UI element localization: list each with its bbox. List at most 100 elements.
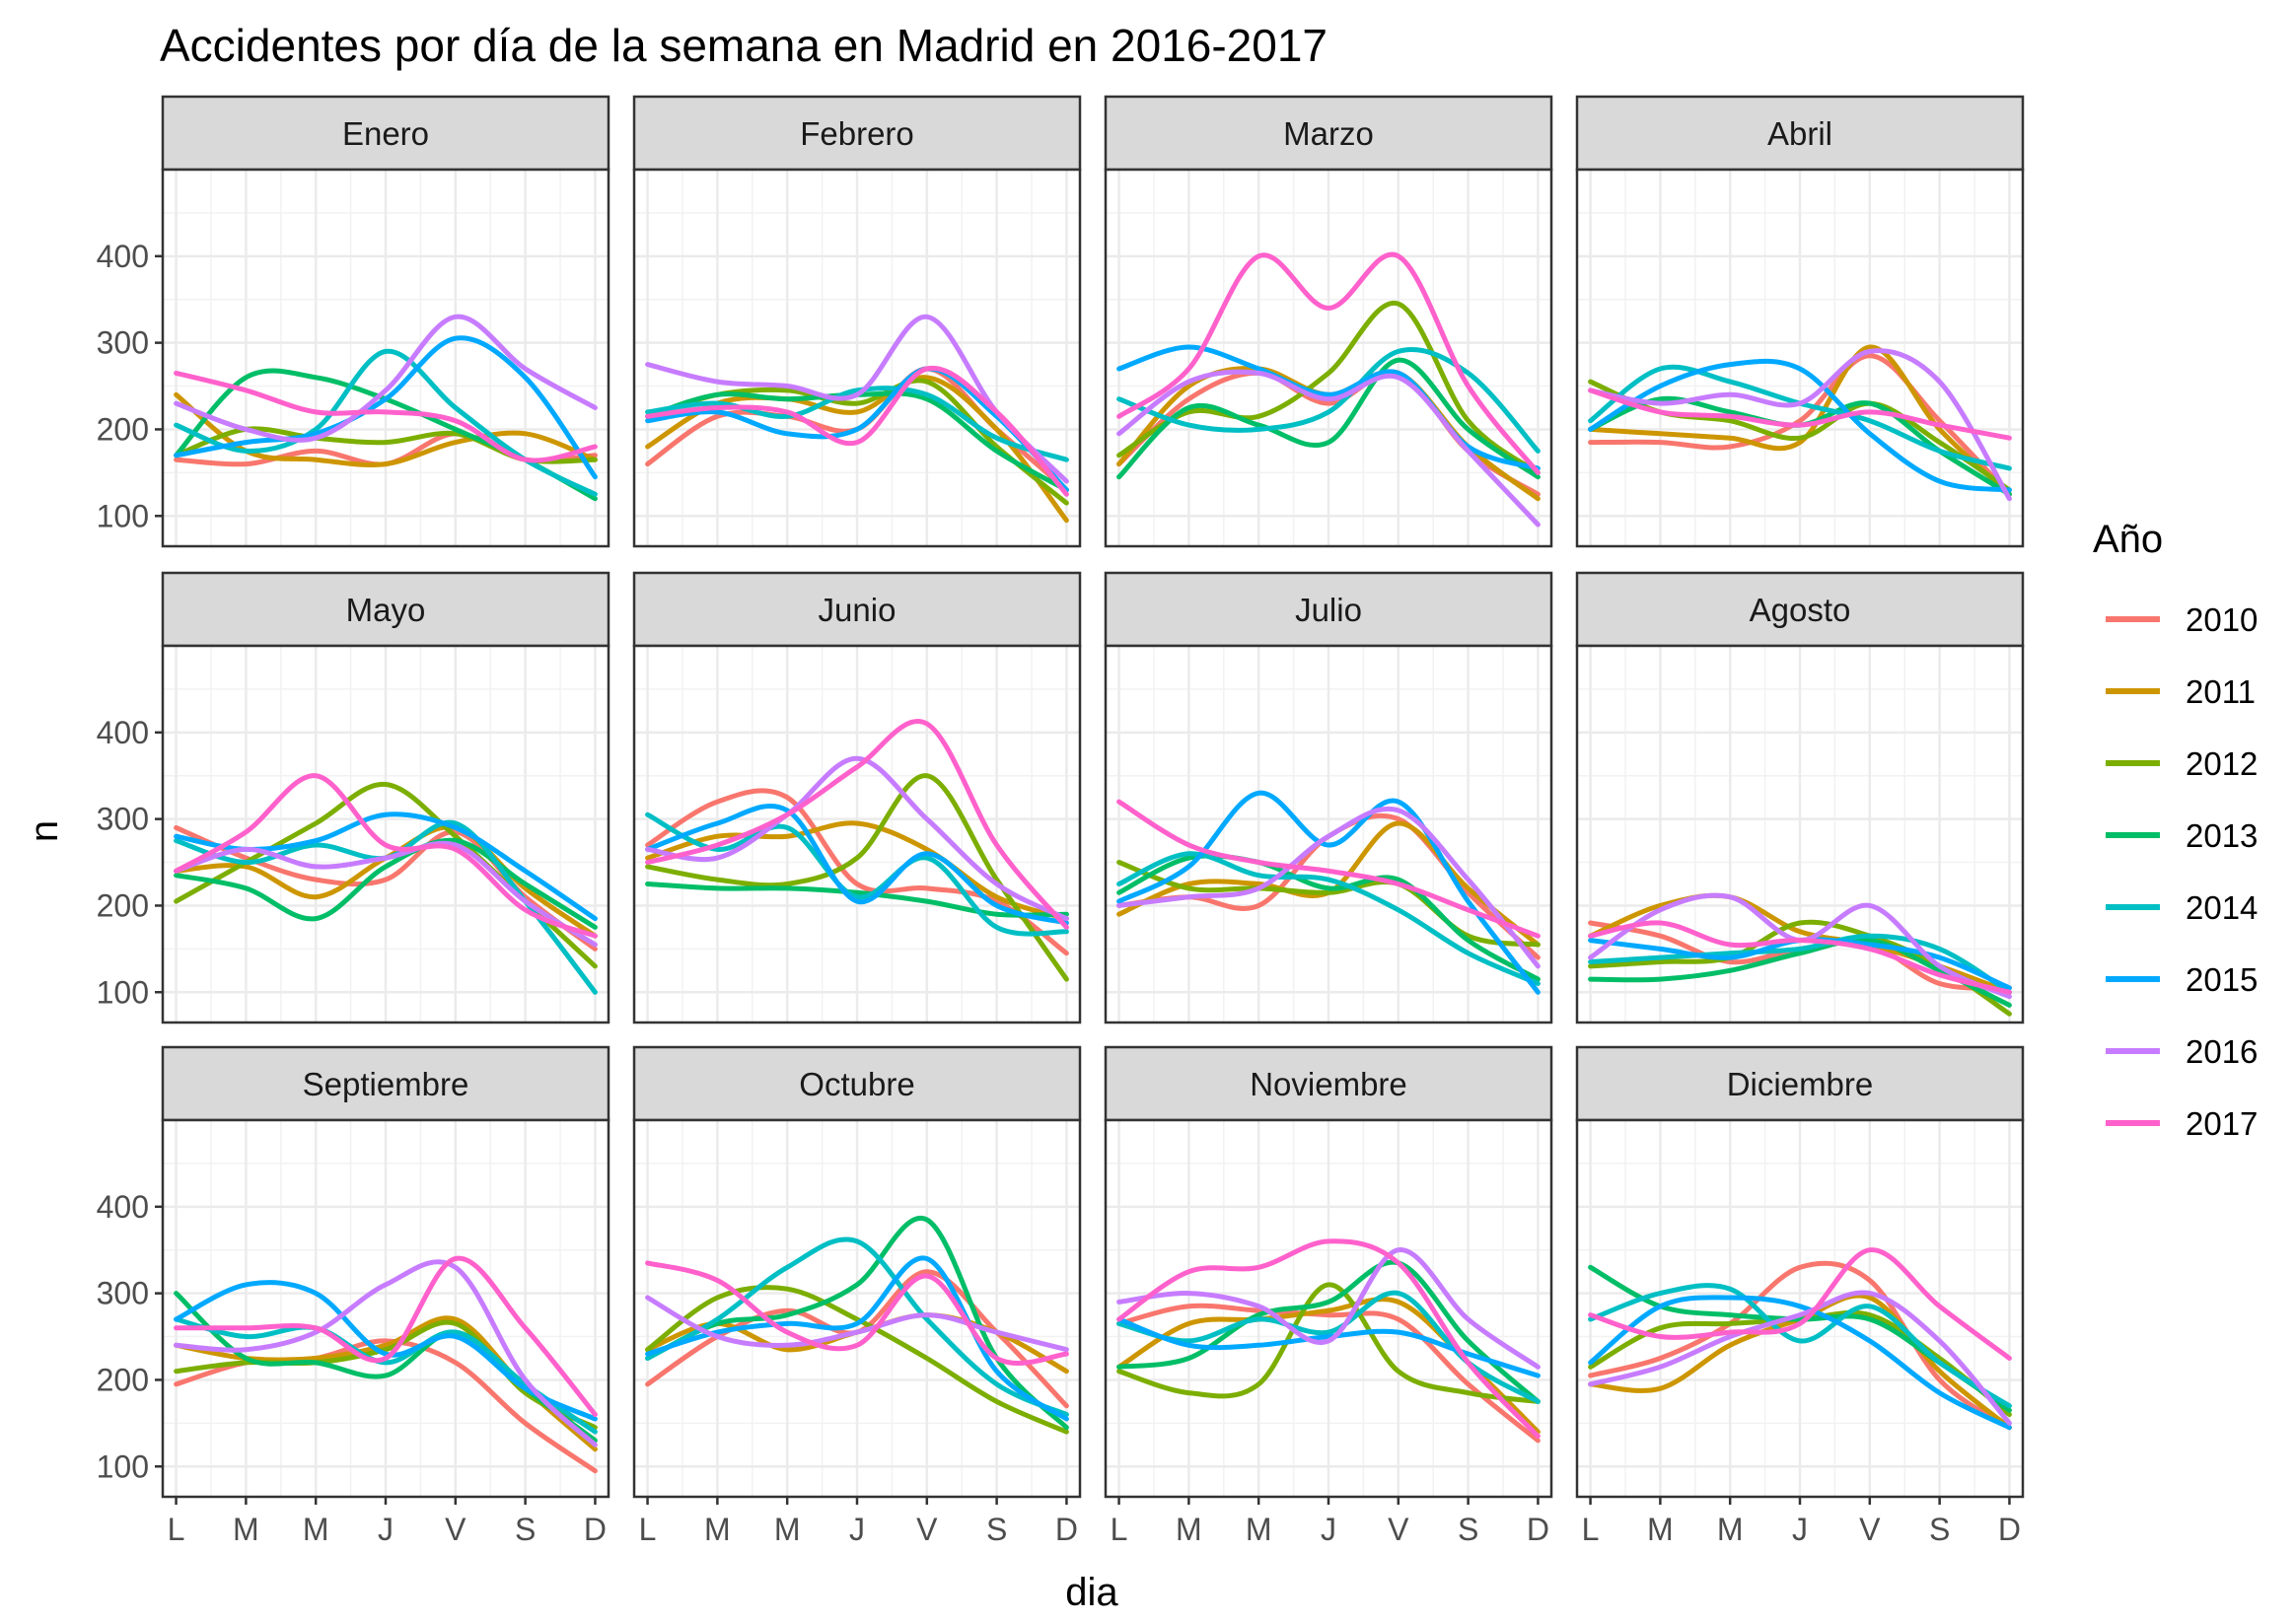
minor-gridlines (163, 1120, 609, 1497)
series-line-2016 (1116, 806, 1541, 969)
series-line-2013 (645, 882, 1069, 918)
facet-strip (161, 571, 610, 648)
x-tick-label: V (1859, 1512, 1881, 1547)
x-tick-label: J (1792, 1512, 1808, 1547)
facet-strip (1104, 1045, 1553, 1122)
x-tick-label: J (378, 1512, 394, 1547)
series-line-2014 (1116, 347, 1541, 454)
legend-label: 2016 (2186, 1033, 2258, 1070)
series-line-2015 (174, 335, 598, 480)
panel-border (161, 168, 610, 548)
major-gridlines (634, 170, 1080, 546)
x-tick-label: M (1246, 1512, 1272, 1547)
panel-border (161, 644, 610, 1024)
series-line-2013 (1116, 357, 1541, 480)
x-tick-label: M (233, 1512, 259, 1547)
x-tick-label: L (168, 1512, 185, 1547)
legend-label: 2017 (2186, 1105, 2258, 1142)
series-line-2016 (174, 840, 598, 948)
facet-strip (161, 1045, 610, 1122)
series-line-2015 (1116, 1316, 1541, 1378)
series-line-2014 (1588, 933, 2012, 995)
x-tick-label: M (1717, 1512, 1744, 1547)
legend: Año 2010 2011 2012 2013 2014 2015 2016 2017 (2093, 518, 2258, 1142)
panel-border (1575, 168, 2025, 548)
chart-title: Accidentes por día de la semana en Madri… (160, 20, 1327, 71)
series-line-2017 (645, 1260, 1069, 1366)
legend-label: 2013 (2186, 817, 2258, 854)
series-line-2011 (645, 820, 1069, 922)
legend-label: 2010 (2186, 601, 2258, 638)
series-line-2012 (1116, 301, 1541, 475)
series-line-2010 (1588, 1260, 2012, 1431)
x-tick-label: M (1176, 1512, 1202, 1547)
series-line-2016 (174, 1259, 598, 1447)
facet-panel-marzo: Marzo (1104, 95, 1553, 548)
facet-panel-mayo: Mayo 100 200 300 400 (97, 571, 610, 1024)
series-line-2016 (1116, 1247, 1541, 1370)
series-line-2014 (1116, 851, 1541, 986)
facet-strip-label: Noviembre (1250, 1066, 1407, 1102)
x-tick-label: L (639, 1512, 657, 1547)
y-tick-label: 200 (97, 1362, 149, 1397)
series-line-2013 (1588, 937, 2012, 1008)
major-gridlines (1106, 170, 1551, 546)
facet-panel-agosto: Agosto (1575, 571, 2025, 1024)
series-line-2017 (174, 773, 598, 939)
facet-panel-enero: Enero 100 200 300 400 (97, 95, 610, 548)
x-tick-label: S (515, 1512, 536, 1547)
facet-strip-label: Julio (1295, 592, 1362, 628)
facet-strip-label: Mayo (346, 592, 426, 628)
series-line-2015 (174, 1280, 598, 1422)
facet-strip (1575, 571, 2025, 648)
series-line-2015 (1116, 790, 1541, 995)
legend-item-2015: 2015 (2106, 961, 2258, 998)
panel-border (1104, 644, 1553, 1024)
series-line-2015 (1588, 1295, 2012, 1431)
y-tick-label: 400 (97, 715, 149, 750)
major-gridlines (1106, 646, 1551, 1023)
y-tick-label: 200 (97, 411, 149, 447)
series-line-2015 (645, 1255, 1069, 1422)
y-tick-label: 100 (97, 498, 149, 533)
facet-strip (1104, 571, 1553, 648)
facet-strip (161, 95, 610, 172)
series-line-2010 (645, 788, 1069, 956)
x-tick-label: M (303, 1512, 329, 1547)
series-line-2016 (645, 1295, 1069, 1353)
series-line-2012 (645, 1285, 1069, 1435)
y-tick-label: 100 (97, 1448, 149, 1484)
series-line-2014 (174, 1316, 598, 1435)
series-line-2012 (1116, 860, 1541, 948)
series-line-2013 (174, 837, 598, 930)
series-line-2017 (1588, 388, 2012, 441)
x-tick-label: V (445, 1512, 466, 1547)
facet-strip-label: Septiembre (303, 1066, 469, 1102)
series-line-2017 (1116, 799, 1541, 939)
series-line-2012 (1116, 1282, 1541, 1404)
x-tick-label: L (1111, 1512, 1128, 1547)
x-tick-label: J (1321, 1512, 1336, 1547)
series-line-2017 (645, 365, 1069, 497)
series-line-2015 (1116, 344, 1541, 471)
x-tick-label: M (774, 1512, 801, 1547)
facet-panel-septiembre: Septiembre 100 200 300 400 L M M J V S D (97, 1045, 610, 1547)
x-tick-label: J (849, 1512, 865, 1547)
legend-item-2013: 2013 (2106, 817, 2258, 854)
x-tick-label: D (1998, 1512, 2021, 1547)
x-tick-label: L (1582, 1512, 1600, 1547)
facet-panel-junio: Junio (632, 571, 1082, 1024)
series-line-2016 (174, 314, 598, 443)
legend-label: 2012 (2186, 745, 2258, 782)
series-line-2012 (174, 1319, 598, 1431)
facet-panel-febrero: Febrero (632, 95, 1082, 548)
panel-border (632, 644, 1082, 1024)
major-gridlines (163, 170, 609, 546)
legend-item-2014: 2014 (2106, 889, 2258, 926)
series-line-2010 (174, 824, 598, 952)
facet-strip (632, 571, 1082, 648)
facet-strip-label: Abril (1767, 115, 1832, 152)
series-line-2016 (1588, 1290, 2012, 1426)
facet-panel-octubre: Octubre L M M J V S D (632, 1045, 1082, 1547)
